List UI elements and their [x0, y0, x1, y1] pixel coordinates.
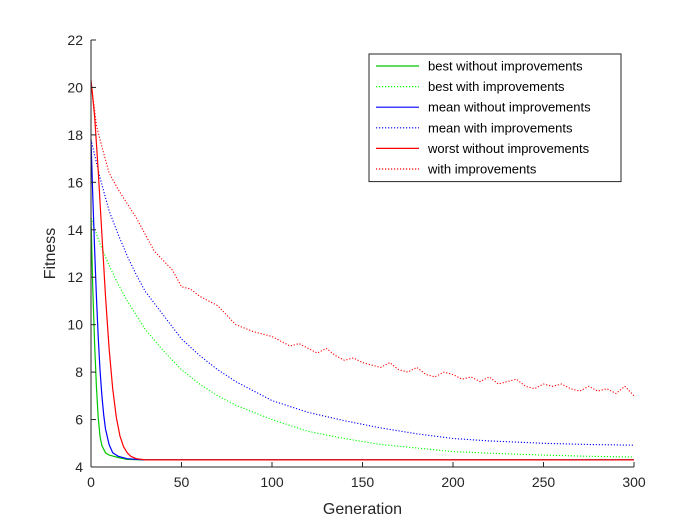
legend-box	[368, 53, 622, 183]
legend-label: mean with improvements	[428, 120, 573, 135]
x-tick-label: 100	[260, 474, 284, 490]
x-tick-label: 0	[87, 474, 95, 490]
x-tick-label: 150	[351, 474, 375, 490]
y-axis-title: Fitness	[42, 228, 59, 280]
legend: best without improvements best with impro…	[368, 53, 622, 183]
x-tick-label: 250	[532, 474, 556, 490]
axes-layer: 0 50 100 150 200 250 300 4 6 8 10 12 14 16 18 20 22	[67, 32, 645, 490]
legend-label: with improvements	[427, 162, 537, 177]
x-tick-label: 50	[174, 474, 190, 490]
y-tick-label: 22	[67, 32, 83, 48]
legend-label: best without improvements	[428, 59, 583, 74]
series-line-6	[90, 80, 635, 397]
x-axis-title: Generation	[323, 501, 402, 518]
legend-label: mean without improvements	[428, 100, 591, 115]
y-tick-label: 12	[67, 269, 83, 285]
y-tick-label: 20	[67, 79, 83, 95]
series-line-4	[90, 139, 635, 446]
series-line-5	[90, 80, 634, 461]
y-tick-label: 16	[67, 174, 83, 190]
y-tick-label: 10	[67, 317, 83, 333]
y-tick-label: 4	[75, 459, 83, 475]
y-tick-label: 14	[67, 222, 83, 238]
legend-label: best with improvements	[428, 79, 565, 94]
y-tick-label: 8	[75, 364, 83, 380]
x-tick-label: 200	[441, 474, 465, 490]
series-line-2	[90, 217, 635, 458]
x-tick-label: 300	[622, 474, 646, 490]
legend-label: worst without improvements	[427, 141, 590, 156]
y-tick-label: 18	[67, 127, 83, 143]
y-tick-label: 6	[75, 412, 83, 428]
series-layer	[90, 80, 635, 461]
